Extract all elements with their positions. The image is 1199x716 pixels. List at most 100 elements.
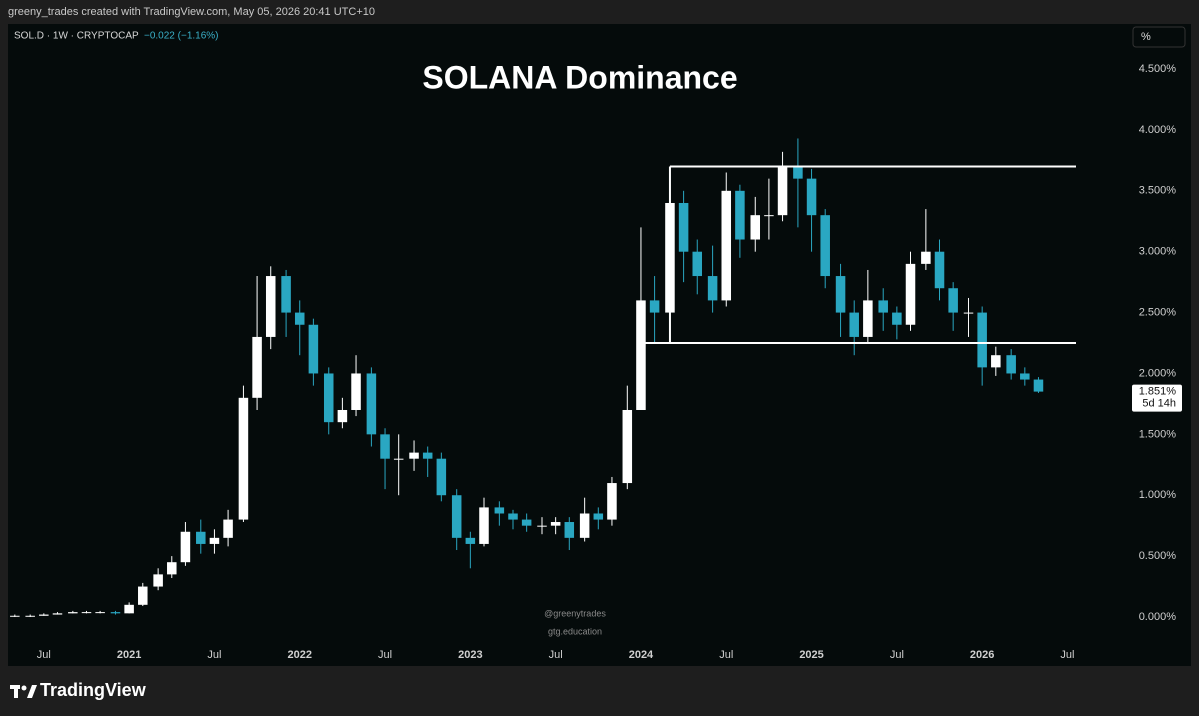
- candle-body: [579, 513, 590, 538]
- candle-body: [180, 531, 191, 563]
- candle-body: [39, 614, 49, 616]
- candle-body: [337, 409, 348, 423]
- candle-body: [409, 452, 419, 459]
- candle-body: [820, 215, 830, 277]
- y-tick-label: 3.000%: [1139, 246, 1177, 258]
- candle-body: [537, 525, 547, 527]
- candle-body: [593, 513, 604, 520]
- x-tick-label: Jul: [719, 649, 733, 661]
- candle-body: [294, 312, 305, 325]
- candle-body: [308, 324, 319, 374]
- candle-body: [793, 166, 803, 179]
- candle-body: [252, 336, 262, 398]
- candle-body: [607, 483, 617, 520]
- candle-body: [351, 373, 361, 410]
- x-tick-label: 2022: [287, 649, 311, 661]
- candle-body: [991, 355, 1001, 368]
- candle-body: [110, 612, 121, 614]
- brand-logo: [10, 685, 37, 698]
- candle-body: [52, 613, 63, 615]
- candle-body: [622, 409, 633, 484]
- y-tick-label: 4.000%: [1139, 124, 1177, 136]
- candle-body: [878, 300, 888, 313]
- candle-body: [649, 300, 660, 313]
- x-tick-label: Jul: [890, 649, 904, 661]
- candle-body: [934, 251, 945, 289]
- candle-body: [863, 300, 873, 337]
- y-tick-label: 2.500%: [1139, 306, 1177, 318]
- countdown: 5d 14h: [1142, 398, 1176, 410]
- candle-body: [422, 452, 433, 459]
- candle-body: [849, 312, 859, 337]
- candle-body: [1006, 355, 1016, 374]
- candle-body: [735, 190, 745, 240]
- candle-body: [465, 537, 476, 544]
- y-tick-label: 2.000%: [1139, 367, 1177, 379]
- candle-body: [692, 251, 703, 277]
- candle-body: [948, 288, 958, 313]
- candle-body: [68, 612, 78, 614]
- change: −0.022 (−1.16%): [144, 31, 219, 42]
- candle-body: [451, 495, 462, 538]
- scale-button[interactable]: [1132, 26, 1186, 48]
- candle-body: [521, 519, 532, 526]
- candle-body: [892, 312, 902, 325]
- candle-body: [25, 615, 35, 617]
- candle-body: [678, 202, 689, 252]
- candle-body: [479, 507, 489, 544]
- y-tick-label: 4.500%: [1139, 63, 1177, 75]
- candle-body: [921, 251, 931, 264]
- candle-body: [550, 522, 561, 526]
- chart-panel: [8, 24, 1191, 666]
- scale-button-label[interactable]: %: [1141, 31, 1151, 43]
- x-tick-label: 2026: [970, 649, 994, 661]
- brand: TradingView: [40, 680, 147, 700]
- candle-body: [436, 458, 447, 496]
- price-tag: [1132, 384, 1182, 412]
- y-tick-label: 1.000%: [1139, 489, 1177, 501]
- x-tick-label: 2023: [458, 649, 482, 661]
- candle-body: [380, 434, 390, 459]
- candle-body: [138, 586, 148, 605]
- candle-body: [81, 612, 92, 614]
- y-tick-label: 1.500%: [1139, 428, 1177, 440]
- candle-body: [366, 373, 377, 435]
- candle-body: [494, 507, 505, 514]
- candle-body: [764, 215, 774, 217]
- chart-title: SOLANA Dominance: [422, 59, 737, 95]
- x-tick-label: 2025: [799, 649, 823, 661]
- credit: greeny_trades created with TradingView.c…: [8, 6, 375, 18]
- candle-body: [707, 276, 718, 301]
- candle-body: [95, 612, 105, 614]
- x-tick-label: Jul: [37, 649, 51, 661]
- candle-body: [963, 312, 974, 314]
- candle-body: [10, 615, 20, 617]
- watermark: gtg.education: [548, 626, 602, 636]
- candle-body: [393, 458, 404, 460]
- candle-body: [265, 276, 276, 337]
- candle-body: [1033, 379, 1044, 392]
- candle-body: [905, 263, 916, 325]
- candle-body: [196, 531, 206, 544]
- candle-body: [564, 522, 575, 538]
- x-tick-label: Jul: [207, 649, 221, 661]
- candle-body: [167, 562, 177, 575]
- candle-body: [238, 397, 249, 520]
- x-tick-label: Jul: [549, 649, 563, 661]
- x-tick-label: Jul: [1060, 649, 1074, 661]
- candle-body: [636, 300, 646, 410]
- candle-body: [281, 276, 291, 313]
- watermark: @greenytrades: [544, 608, 606, 618]
- y-tick-label: 3.500%: [1139, 185, 1177, 197]
- candle-body: [835, 276, 846, 313]
- candle-body: [209, 537, 220, 544]
- candle-body: [750, 215, 761, 240]
- x-tick-label: Jul: [378, 649, 392, 661]
- candle-body: [721, 190, 732, 301]
- candle-body: [323, 373, 334, 423]
- symbol: SOL.D · 1W · CRYPTOCAP: [14, 31, 139, 42]
- y-tick-label: 0.500%: [1139, 550, 1177, 562]
- candle-body: [124, 604, 134, 614]
- y-tick-label: 0.000%: [1139, 611, 1177, 623]
